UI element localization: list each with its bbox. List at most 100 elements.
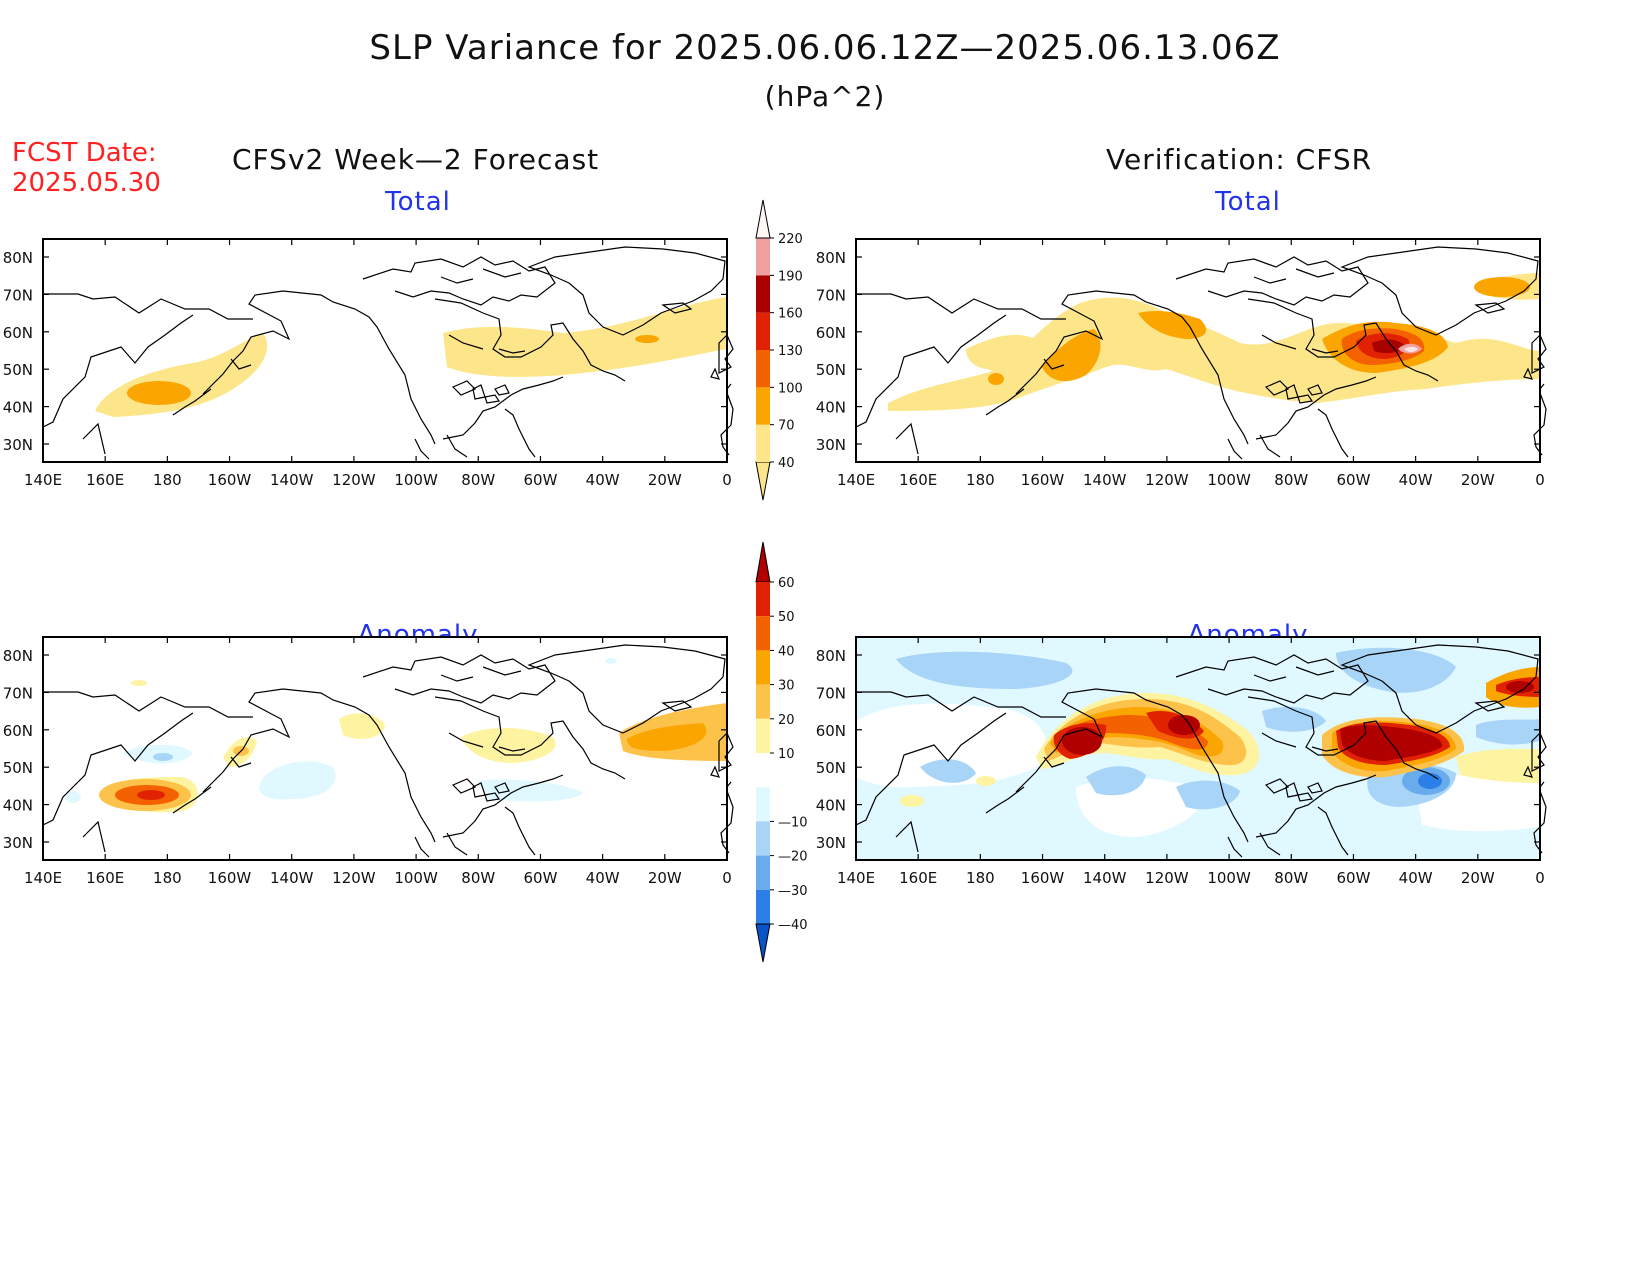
lat-tick-label: 40N [816,399,846,417]
lon-tick-label: 60W [523,869,557,887]
verification-anomaly-map: 140E 160E 180 160W 140W 120W 100W 80W 60W 40W 20W 0… [816,636,1547,887]
colorbar-label: 130 [778,344,803,359]
units-label: (hPa^2) [764,80,886,113]
forecast-anomaly-shading [65,658,727,813]
colorbar-label: 10 [778,747,795,762]
lat-tick-label: 60N [3,722,33,740]
lat-tick-label: 40N [3,797,33,815]
colorbar-label: 20 [778,713,795,728]
lat-tick-label: 50N [816,361,846,379]
lat-tick-label: 50N [3,361,33,379]
lat-tick-label: 70N [816,286,846,304]
left-column-title: CFSv2 Week—2 Forecast [232,143,600,176]
colorbar-swatch [756,718,770,753]
colorbar-label: 30 [778,679,795,694]
lon-tick-label: 160W [1021,869,1065,887]
lon-tick-label: 80W [461,471,495,489]
colorbar-label: —30 [778,884,808,899]
colorbar-swatch [756,684,770,719]
lon-tick-label: 100W [1207,869,1251,887]
colorbar-label: —40 [778,918,808,933]
lon-tick-label: 160E [899,869,937,887]
lat-tick-label: 60N [816,324,846,342]
colorbar-label: 160 [778,307,803,322]
lat-tick-label: 60N [816,722,846,740]
colorbar-swatch [756,350,770,388]
colorbar-swatch [756,753,770,788]
lon-tick-label: 0 [1535,471,1545,489]
lat-tick-label: 60N [3,324,33,342]
lon-tick-label: 100W [394,471,438,489]
lat-tick-label: 70N [3,684,33,702]
lon-tick-label: 140W [1083,869,1127,887]
colorbar-swatch [756,582,770,617]
colorbar-label: —10 [778,815,808,830]
lon-tick-label: 0 [722,471,732,489]
lon-tick-label: 120W [1145,869,1189,887]
lon-tick-label: 20W [648,869,682,887]
lon-tick-label: 20W [648,471,682,489]
lat-tick-label: 30N [3,834,33,852]
lat-tick-label: 30N [816,834,846,852]
lon-tick-label: 180 [153,471,182,489]
lon-tick-label: 80W [1274,869,1308,887]
lon-tick-label: 160E [899,471,937,489]
lon-tick-label: 160W [208,471,252,489]
lon-tick-label: 60W [1336,869,1370,887]
lon-tick-label: 140W [270,471,314,489]
lat-tick-label: 50N [3,759,33,777]
forecast-anomaly-map: 140E 160E 180 160W 140W 120W 100W 80W 60W 40W 20W 0… [3,636,734,887]
lon-tick-label: 80W [461,869,495,887]
lon-tick-label: 0 [722,869,732,887]
lat-tick-label: 80N [816,647,846,665]
lon-tick-label: 180 [153,869,182,887]
colorbar-swatch [756,387,770,425]
forecast-total-ticks: 140E 160E 180 160W 140W 120W 100W 80W 60W 40W 20W 0… [3,239,732,489]
forecast-total-map: 140E 160E 180 160W 140W 120W 100W 80W 60W 40W 20W 0… [3,238,734,489]
lon-tick-label: 60W [1336,471,1370,489]
lon-tick-label: 160W [1021,471,1065,489]
colorbar-swatch [755,199,771,239]
colorbar-swatch [755,461,771,501]
forecast-date: 2025.05.30 [12,168,161,198]
forecast-anomaly-ticks: 140E 160E 180 160W 140W 120W 100W 80W 60W 40W 20W 0… [3,637,732,887]
lon-tick-label: 180 [966,869,995,887]
lon-tick-label: 160E [86,869,124,887]
colorbar-label: 70 [778,419,795,434]
colorbar-label: 40 [778,644,795,659]
lon-tick-label: 120W [332,471,376,489]
colorbar-label: 190 [778,269,803,284]
lat-tick-label: 80N [3,249,33,267]
lat-tick-label: 30N [3,436,33,454]
lon-tick-label: 100W [394,869,438,887]
colorbar-swatch [756,616,770,651]
colorbar-swatch [756,889,770,924]
colorbar-swatch [756,238,770,276]
lon-tick-label: 120W [1145,471,1189,489]
lon-tick-label: 140W [270,869,314,887]
lon-tick-label: 160E [86,471,124,489]
lon-tick-label: 160W [208,869,252,887]
anomaly-colorbar: 60 50 40 30 20 10 —10 —20 —30 —40 [755,541,808,963]
colorbar-swatch [756,821,770,856]
lon-tick-label: 60W [523,471,557,489]
lon-tick-label: 100W [1207,471,1251,489]
lon-tick-label: 140E [837,869,875,887]
colorbar-label: 40 [778,456,795,471]
lat-tick-label: 40N [816,797,846,815]
colorbar-swatch [755,541,771,583]
lat-tick-label: 80N [816,249,846,267]
lon-tick-label: 80W [1274,471,1308,489]
colorbar-label: 100 [778,381,803,396]
lat-tick-label: 40N [3,399,33,417]
lon-tick-label: 40W [1399,471,1433,489]
lon-tick-label: 20W [1461,869,1495,887]
lat-tick-label: 70N [3,286,33,304]
verification-total-map: 140E 160E 180 160W 140W 120W 100W 80W 60W 40W 20W 0… [816,238,1547,489]
lat-tick-label: 30N [816,436,846,454]
right-column-title: Verification: CFSR [1106,143,1373,176]
forecast-total-title: Total [385,187,451,217]
forecast-date-label: FCST Date: [12,138,157,168]
verification-total-shading [888,273,1540,411]
colorbar-swatch [756,312,770,350]
